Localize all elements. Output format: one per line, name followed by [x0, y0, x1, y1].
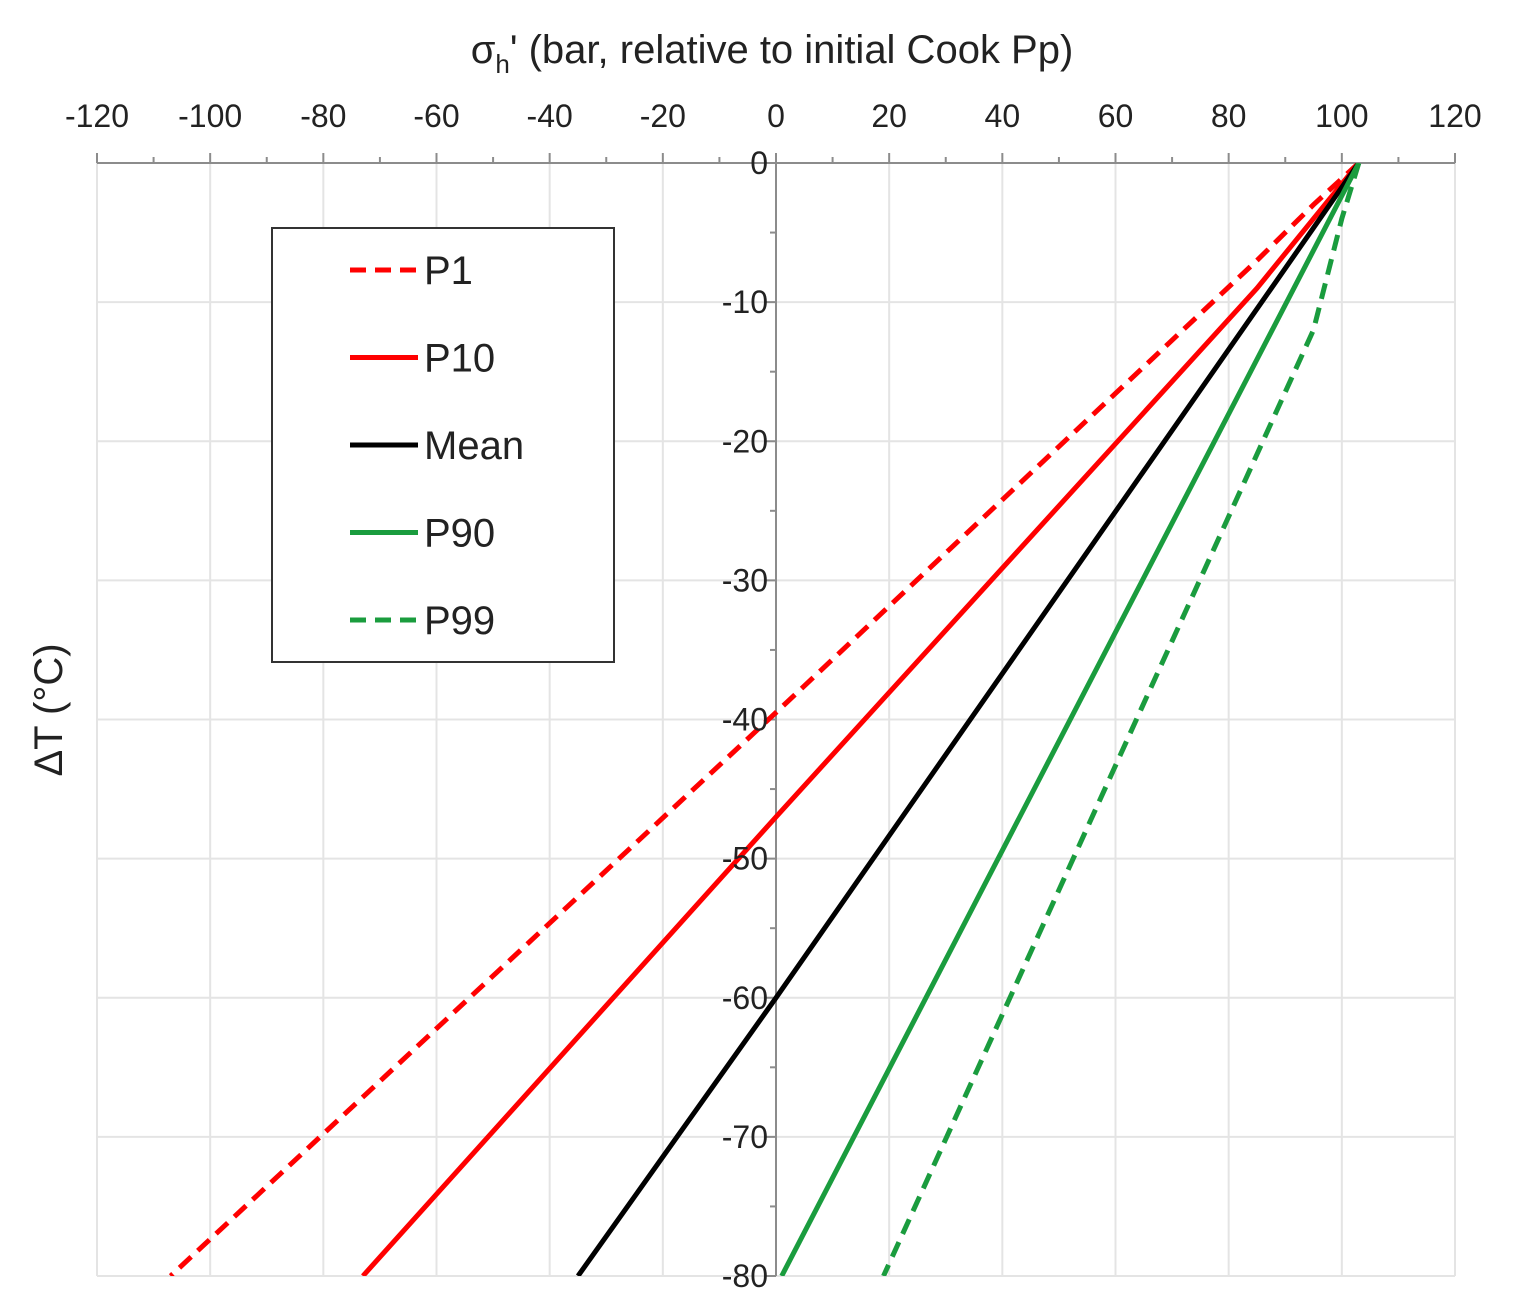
y-tick-label: 0: [750, 145, 768, 181]
x-tick-label: 60: [1098, 98, 1134, 134]
series-line-p1: [168, 163, 1361, 1276]
axes: [96, 153, 1456, 1277]
x-tick-label: 80: [1211, 98, 1247, 134]
legend-label-p1: P1: [424, 249, 473, 293]
series-line-mean: [575, 163, 1361, 1276]
x-tick-label: -120: [65, 98, 129, 134]
tick-labels: -120 -100 -80 -60 -40 -20 0 20 40 60 80 100 120 0 -10 -…: [65, 98, 1482, 1294]
legend-box: [271, 227, 615, 663]
x-tick-label: 100: [1315, 98, 1368, 134]
data-series: [168, 163, 1362, 1276]
x-tick-label: -100: [178, 98, 242, 134]
x-tick-label: -40: [527, 98, 573, 134]
legend-label-mean: Mean: [424, 424, 524, 468]
series-line-p10: [361, 163, 1361, 1276]
x-tick-label: 0: [767, 98, 785, 134]
x-tick-label: 40: [985, 98, 1021, 134]
y-tick-label: -40: [722, 702, 768, 738]
legend: P1 P10 Mean P90 P99: [271, 227, 615, 663]
series-line-p99: [881, 163, 1362, 1276]
legend-label-p90: P90: [424, 512, 495, 556]
y-tick-label: -20: [722, 423, 768, 459]
x-tick-label: 20: [871, 98, 907, 134]
x-axis-title: σh' (bar, relative to initial Cook Pp): [471, 28, 1074, 79]
y-tick-label: -80: [722, 1258, 768, 1294]
legend-label-p10: P10: [424, 337, 495, 381]
x-tick-label: -20: [640, 98, 686, 134]
x-tick-label: 120: [1428, 98, 1481, 134]
x-tick-label: -80: [300, 98, 346, 134]
x-tick-label: -60: [413, 98, 459, 134]
series-line-p90: [779, 163, 1362, 1276]
legend-label-p99: P99: [424, 599, 495, 643]
y-tick-label: -10: [722, 284, 768, 320]
y-tick-label: -30: [722, 562, 768, 598]
y-tick-label: -70: [722, 1119, 768, 1155]
y-axis-title: ΔT (°C): [27, 643, 71, 776]
y-tick-label: -60: [722, 980, 768, 1016]
y-tick-label: -50: [722, 841, 768, 877]
